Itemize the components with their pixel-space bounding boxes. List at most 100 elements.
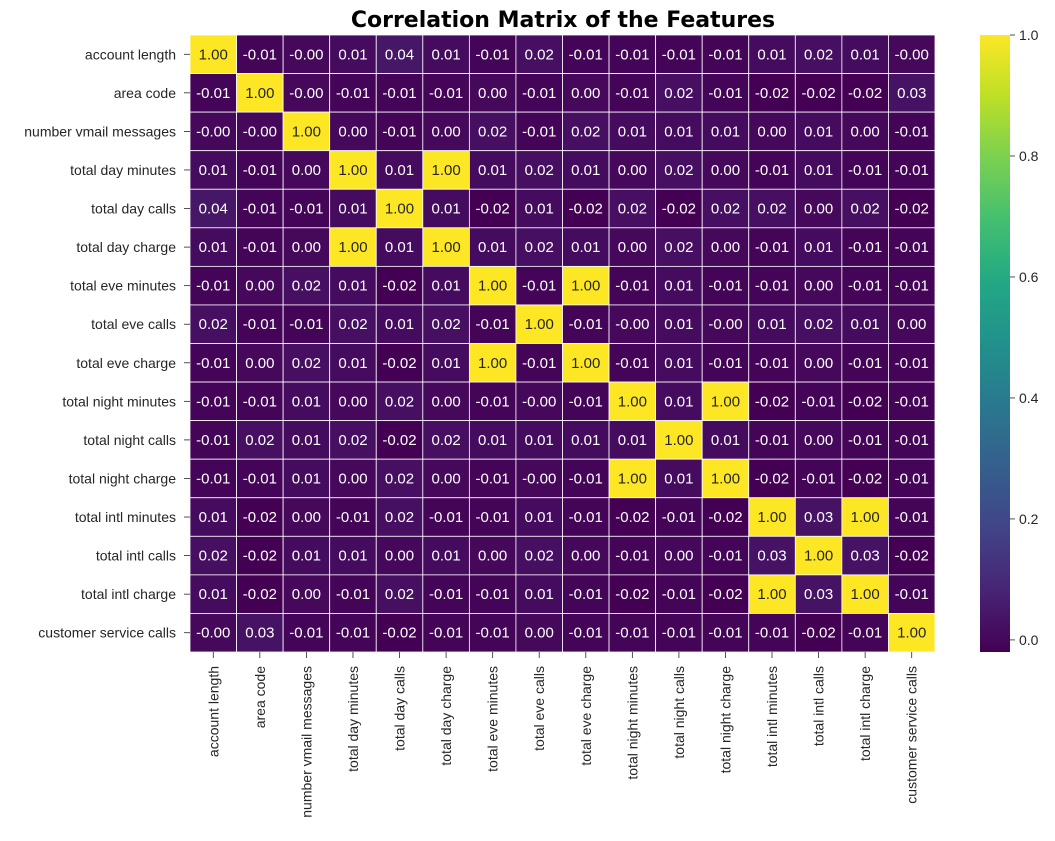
cell-value-label: -0.01 bbox=[522, 123, 556, 140]
heatmap-cell bbox=[608, 574, 657, 614]
cell-value-label: 0.00 bbox=[618, 162, 647, 179]
heatmap-cell bbox=[468, 111, 517, 152]
cell-value-label: 0.02 bbox=[664, 239, 693, 256]
cell-value-label: -0.01 bbox=[522, 355, 556, 372]
heatmap-cell bbox=[701, 420, 750, 460]
heatmap-cell bbox=[608, 497, 657, 537]
heatmap-cell bbox=[236, 188, 284, 229]
heatmap-cell bbox=[748, 420, 796, 460]
cell-value-label: -0.01 bbox=[522, 85, 556, 102]
heatmap-cell bbox=[422, 535, 470, 576]
cell-value-label: 0.01 bbox=[618, 432, 647, 449]
cell-value-label: 0.02 bbox=[711, 201, 740, 218]
cell-value-label: 0.01 bbox=[385, 316, 414, 333]
heatmap-cell bbox=[282, 304, 331, 344]
cell-value-label: 0.00 bbox=[292, 239, 321, 256]
cell-value-label: 1.00 bbox=[897, 625, 926, 642]
cell-value-label: -0.01 bbox=[569, 625, 603, 642]
cell-value-label: -0.01 bbox=[429, 85, 463, 102]
cell-value-label: 0.00 bbox=[571, 548, 600, 565]
cell-value-label: 0.00 bbox=[711, 239, 740, 256]
cell-value-label: 1.00 bbox=[525, 316, 554, 333]
heatmap-cell bbox=[841, 420, 889, 460]
cell-value-label: -0.01 bbox=[662, 625, 696, 642]
y-tick-label: total day minutes bbox=[70, 162, 176, 178]
heatmap-cell bbox=[515, 304, 563, 344]
y-tick-label: total eve charge bbox=[76, 355, 176, 371]
cell-value-label: 0.01 bbox=[804, 123, 833, 140]
heatmap-cell bbox=[189, 304, 237, 344]
cell-value-label: -0.01 bbox=[429, 509, 463, 526]
cell-value-label: 0.01 bbox=[338, 278, 367, 295]
chart-title: Correlation Matrix of the Features bbox=[351, 8, 775, 33]
cell-value-label: -0.02 bbox=[243, 586, 277, 603]
heatmap-cell bbox=[515, 381, 563, 422]
cell-value-label: -0.01 bbox=[708, 85, 742, 102]
heatmap-cell bbox=[608, 535, 657, 576]
cell-value-label: -0.01 bbox=[336, 586, 370, 603]
cell-value-label: 1.00 bbox=[571, 355, 600, 372]
cell-value-label: 0.00 bbox=[804, 201, 833, 218]
cell-value-label: -0.01 bbox=[476, 316, 510, 333]
y-tick-label: customer service calls bbox=[38, 625, 176, 641]
cell-value-label: 0.02 bbox=[571, 123, 600, 140]
heatmap-cell bbox=[375, 574, 424, 614]
cell-value-label: 0.01 bbox=[431, 548, 460, 565]
cell-value-label: 1.00 bbox=[804, 548, 833, 565]
cell-value-label: -0.01 bbox=[336, 509, 370, 526]
x-tick-label: total intl minutes bbox=[764, 666, 780, 767]
y-tick-label: total day charge bbox=[76, 239, 176, 255]
cell-value-label: -0.01 bbox=[476, 46, 510, 63]
cell-value-label: 1.00 bbox=[245, 85, 274, 102]
heatmap-cell bbox=[655, 227, 703, 267]
heatmap-cell bbox=[375, 458, 424, 499]
cell-value-label: -0.01 bbox=[662, 586, 696, 603]
cell-value-label: -0.02 bbox=[755, 393, 789, 410]
cell-value-label: 0.01 bbox=[571, 432, 600, 449]
cell-value-label: -0.01 bbox=[662, 509, 696, 526]
heatmap-cell bbox=[282, 265, 331, 306]
cell-value-label: 1.00 bbox=[478, 278, 507, 295]
heatmap-cell bbox=[515, 227, 563, 267]
heatmap-cell bbox=[841, 458, 889, 499]
heatmap-cell bbox=[748, 458, 796, 499]
cell-value-label: 0.01 bbox=[292, 393, 321, 410]
cell-value-label: 0.01 bbox=[525, 509, 554, 526]
heatmap-cell bbox=[888, 227, 936, 267]
cell-value-label: 0.00 bbox=[478, 548, 507, 565]
y-tick-label: total intl minutes bbox=[75, 509, 176, 525]
heatmap-cell bbox=[888, 535, 936, 576]
heatmap-cell bbox=[515, 420, 563, 460]
heatmap-cell bbox=[888, 343, 936, 383]
cell-value-label: -0.01 bbox=[336, 85, 370, 102]
cell-value-label: 0.01 bbox=[851, 46, 880, 63]
cell-value-label: -0.00 bbox=[522, 393, 556, 410]
heatmap-cell bbox=[236, 420, 284, 460]
heatmap-cell bbox=[562, 535, 610, 576]
cell-value-label: 0.00 bbox=[804, 278, 833, 295]
y-tick-label: total night minutes bbox=[62, 393, 176, 409]
cell-value-label: 0.01 bbox=[431, 46, 460, 63]
y-tick-label: total day calls bbox=[91, 201, 176, 217]
cell-value-label: 0.00 bbox=[711, 162, 740, 179]
heatmap-cell bbox=[794, 111, 843, 152]
cell-value-label: -0.01 bbox=[895, 432, 929, 449]
cell-value-label: 0.02 bbox=[525, 46, 554, 63]
heatmap-cell bbox=[655, 574, 703, 614]
cell-value-label: -0.01 bbox=[289, 625, 323, 642]
heatmap-cell bbox=[655, 150, 703, 190]
y-tick-label: total night charge bbox=[69, 470, 177, 486]
heatmap-cell bbox=[888, 574, 936, 614]
colorbar-tick-label: 0.8 bbox=[1019, 148, 1039, 164]
cell-value-label: -0.01 bbox=[243, 162, 277, 179]
cell-value-label: 0.02 bbox=[757, 201, 786, 218]
cell-value-label: 0.00 bbox=[757, 123, 786, 140]
cell-value-label: 0.00 bbox=[897, 316, 926, 333]
cell-value-label: 0.02 bbox=[385, 393, 414, 410]
cell-value-label: 0.02 bbox=[292, 355, 321, 372]
cell-value-label: 0.03 bbox=[897, 85, 926, 102]
heatmap-cell bbox=[655, 304, 703, 344]
heatmap-cell bbox=[422, 458, 470, 499]
cell-value-label: -0.02 bbox=[569, 201, 603, 218]
heatmap-cell bbox=[329, 265, 377, 306]
